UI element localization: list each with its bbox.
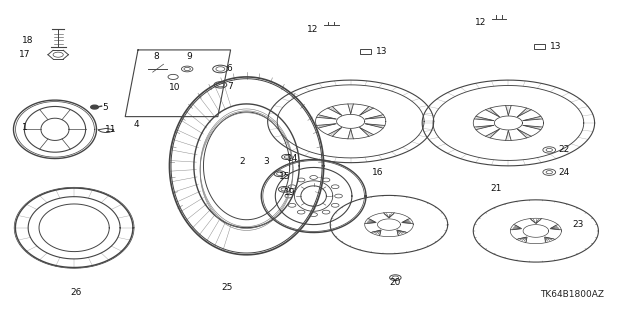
Text: 13: 13 — [550, 42, 561, 51]
Text: 1: 1 — [22, 123, 28, 132]
Text: 13: 13 — [376, 47, 387, 56]
Text: 23: 23 — [572, 220, 584, 229]
Text: 15: 15 — [279, 172, 291, 181]
Text: 21: 21 — [490, 184, 501, 193]
Bar — [534, 44, 545, 49]
Text: 11: 11 — [106, 124, 117, 134]
Text: 22: 22 — [559, 145, 570, 154]
Bar — [360, 49, 371, 54]
Text: 5: 5 — [102, 103, 108, 112]
Text: 20: 20 — [390, 278, 401, 287]
Text: 12: 12 — [307, 25, 318, 34]
Text: 8: 8 — [153, 52, 159, 61]
Text: 17: 17 — [19, 50, 30, 59]
Text: 16: 16 — [372, 168, 383, 177]
Text: 18: 18 — [22, 36, 34, 45]
Text: 24: 24 — [559, 168, 570, 177]
Text: 7: 7 — [227, 82, 232, 91]
Circle shape — [91, 105, 99, 109]
Text: 2: 2 — [239, 157, 245, 166]
Text: 26: 26 — [70, 288, 82, 297]
Text: 10: 10 — [169, 83, 180, 92]
Text: TK64B1800AZ: TK64B1800AZ — [540, 290, 604, 299]
Text: 4: 4 — [133, 120, 139, 129]
Text: 12: 12 — [475, 19, 486, 27]
Text: 25: 25 — [221, 283, 233, 293]
Text: 9: 9 — [186, 52, 192, 61]
Text: 19: 19 — [284, 188, 295, 197]
Text: 6: 6 — [227, 64, 232, 73]
Text: 14: 14 — [287, 154, 298, 163]
Text: 3: 3 — [263, 157, 269, 166]
